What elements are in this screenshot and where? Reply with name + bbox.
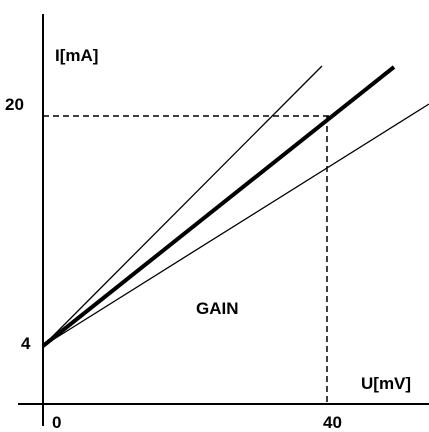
gain-line-shallow	[42, 103, 429, 347]
y-tick-label-20: 20	[5, 95, 24, 114]
gain-annotation: GAIN	[196, 299, 239, 318]
y-axis-label: I[mA]	[55, 46, 98, 65]
x-tick-label-0: 0	[52, 413, 61, 432]
gain-line-nominal	[41, 65, 396, 348]
y-tick-label-4: 4	[21, 334, 31, 353]
x-axis-label: U[mV]	[361, 374, 411, 393]
gain-line-steep	[42, 65, 323, 347]
x-tick-label-40: 40	[323, 413, 342, 432]
